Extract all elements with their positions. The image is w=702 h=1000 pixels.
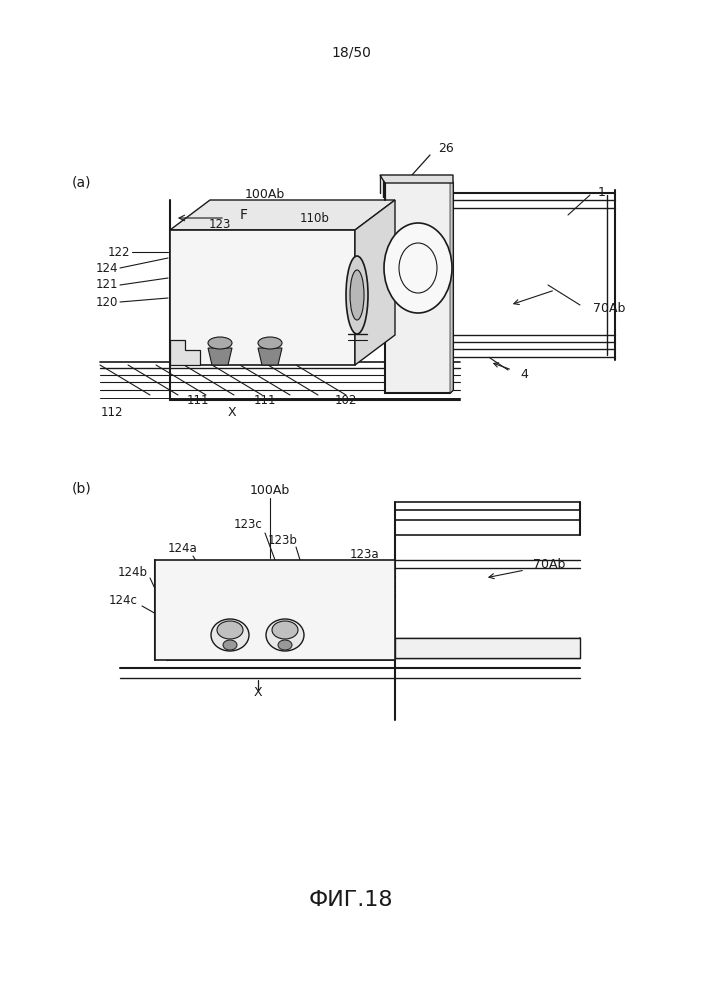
Text: 1: 1 (598, 186, 606, 200)
Text: ФИГ.18: ФИГ.18 (309, 890, 393, 910)
Text: 70Ab: 70Ab (593, 302, 625, 314)
Ellipse shape (217, 621, 243, 639)
Text: 70Ab: 70Ab (533, 558, 565, 572)
Text: 111: 111 (253, 393, 277, 406)
Text: 102: 102 (335, 393, 357, 406)
Polygon shape (395, 638, 580, 658)
Text: F: F (240, 208, 248, 222)
Polygon shape (355, 200, 395, 365)
Text: 123a: 123a (350, 548, 380, 562)
Ellipse shape (278, 640, 292, 650)
Polygon shape (170, 200, 395, 230)
Polygon shape (170, 340, 200, 365)
Text: 122: 122 (107, 245, 130, 258)
Polygon shape (155, 560, 395, 660)
Polygon shape (258, 348, 282, 365)
Text: 123c: 123c (234, 518, 263, 532)
Ellipse shape (211, 619, 249, 651)
Text: 120: 120 (95, 296, 118, 308)
Ellipse shape (384, 223, 452, 313)
Text: 124c: 124c (109, 593, 138, 606)
Ellipse shape (208, 337, 232, 349)
Text: 100Ab: 100Ab (245, 188, 285, 202)
Ellipse shape (346, 256, 368, 334)
Text: 100Ab: 100Ab (250, 484, 290, 496)
Text: (a): (a) (72, 176, 91, 190)
Text: X: X (253, 686, 263, 700)
Text: 111: 111 (187, 393, 209, 406)
Text: 124b: 124b (118, 566, 148, 580)
Ellipse shape (258, 337, 282, 349)
Text: 18/50: 18/50 (331, 45, 371, 59)
Text: 110b: 110b (300, 212, 330, 225)
Text: 121: 121 (95, 278, 118, 292)
Polygon shape (170, 230, 355, 365)
Text: X: X (227, 406, 237, 420)
Text: 124a: 124a (168, 542, 198, 554)
Text: 123: 123 (208, 219, 231, 232)
Polygon shape (450, 178, 453, 393)
Text: (b): (b) (72, 481, 92, 495)
Text: 4: 4 (520, 368, 528, 381)
Ellipse shape (223, 640, 237, 650)
Ellipse shape (350, 270, 364, 320)
Ellipse shape (266, 619, 304, 651)
Text: 123b: 123b (268, 534, 298, 546)
Text: 112: 112 (101, 406, 124, 420)
Ellipse shape (272, 621, 298, 639)
Polygon shape (380, 175, 453, 183)
Text: 26: 26 (438, 141, 453, 154)
Polygon shape (385, 178, 453, 393)
Polygon shape (208, 348, 232, 365)
Text: 124: 124 (95, 261, 118, 274)
